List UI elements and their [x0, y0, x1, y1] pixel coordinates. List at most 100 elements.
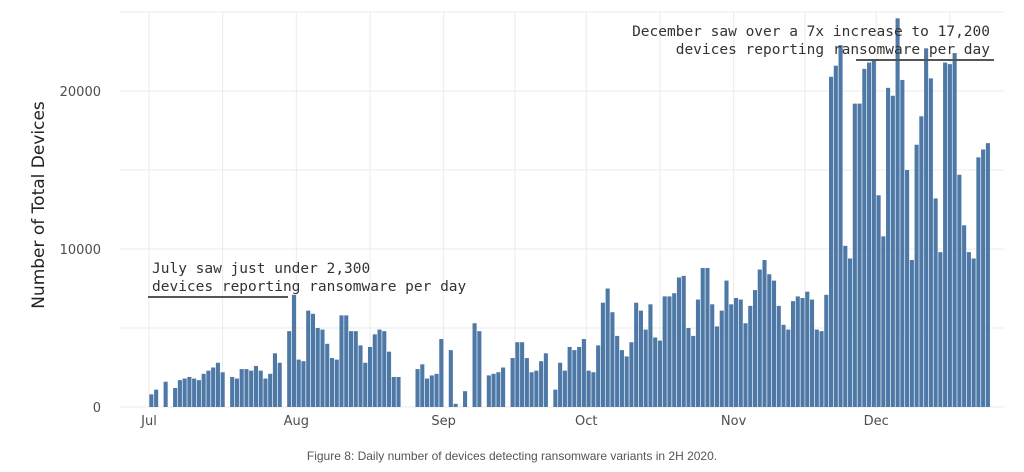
bar [615, 335, 620, 407]
bar [553, 389, 558, 407]
bar [928, 78, 933, 408]
bar [206, 370, 211, 407]
bar [586, 370, 591, 407]
december-annotation: December saw over a 7x increase to 17,20… [632, 24, 994, 61]
bar [496, 372, 501, 407]
x-axis-tick-labels: Jul Aug Sep Oct Nov Dec [140, 414, 889, 429]
x-tick-label: Dec [864, 414, 889, 429]
bar [909, 260, 914, 407]
bar [676, 277, 682, 407]
bar [924, 48, 929, 408]
x-tick-label: Nov [721, 414, 747, 429]
bar [524, 358, 529, 407]
bar [301, 361, 306, 407]
bar [900, 79, 905, 407]
bar [767, 274, 772, 407]
bar [762, 260, 767, 407]
bar [895, 18, 900, 407]
bar [230, 376, 235, 407]
bar [733, 297, 739, 407]
bar [448, 350, 453, 407]
bar [520, 342, 525, 407]
july-annotation-line-1: July saw just under 2,300 [152, 261, 370, 277]
bar [491, 373, 496, 407]
bar [795, 296, 800, 407]
bar [838, 45, 843, 408]
bar [211, 367, 216, 407]
bar [814, 329, 819, 407]
bar [287, 331, 292, 407]
bar [943, 62, 948, 408]
bar [857, 103, 862, 407]
bar [420, 364, 425, 407]
bar [182, 378, 187, 407]
bar [572, 350, 577, 407]
bar [662, 296, 667, 407]
bar [477, 331, 482, 407]
bar [743, 323, 748, 407]
bar [886, 87, 891, 407]
bar [577, 346, 582, 407]
bar [149, 394, 154, 407]
bar [567, 346, 572, 407]
bar [819, 331, 824, 407]
bar [985, 143, 990, 407]
bar [510, 358, 515, 407]
bar [534, 370, 539, 407]
bar [914, 144, 919, 407]
bar [748, 305, 753, 407]
bar [558, 362, 563, 407]
bar [852, 103, 857, 407]
bar [933, 198, 938, 407]
bar [367, 346, 373, 407]
bar [581, 339, 586, 407]
bar [867, 62, 872, 408]
bar [372, 334, 377, 407]
bar [348, 331, 354, 407]
bar [624, 356, 629, 407]
bar [714, 326, 720, 407]
bar [244, 369, 249, 407]
december-annotation-line-2: devices reporting ransomware per day [676, 42, 991, 58]
bar [425, 378, 430, 407]
bar [629, 342, 634, 407]
bar [653, 337, 658, 407]
bar [539, 361, 544, 407]
bar [952, 53, 957, 407]
bar [876, 195, 881, 407]
bar [596, 345, 601, 407]
bar [196, 380, 201, 407]
bar [472, 323, 477, 407]
x-tick-label: Aug [284, 414, 309, 429]
bar [881, 236, 886, 407]
bar [439, 339, 444, 407]
bar [600, 302, 605, 407]
bar [752, 290, 758, 407]
bar [339, 315, 344, 407]
x-tick-label: Jul [140, 414, 157, 429]
bar [947, 64, 952, 407]
bar [358, 345, 363, 407]
bar [391, 376, 396, 407]
bar [962, 225, 967, 407]
bar [344, 315, 349, 407]
bar [724, 280, 729, 407]
bar [938, 252, 943, 407]
bar [591, 372, 596, 407]
bar [848, 258, 853, 407]
x-tick-label: Sep [431, 414, 456, 429]
bar [691, 335, 696, 407]
bar [829, 76, 834, 407]
bar [201, 373, 206, 407]
bar [543, 353, 548, 407]
bar [776, 305, 781, 407]
bar [515, 342, 520, 407]
bar [173, 388, 178, 407]
bar [634, 302, 639, 407]
bar [710, 304, 715, 407]
bar [320, 329, 325, 407]
bar [790, 301, 796, 407]
bar [263, 378, 268, 407]
bar [234, 378, 239, 407]
